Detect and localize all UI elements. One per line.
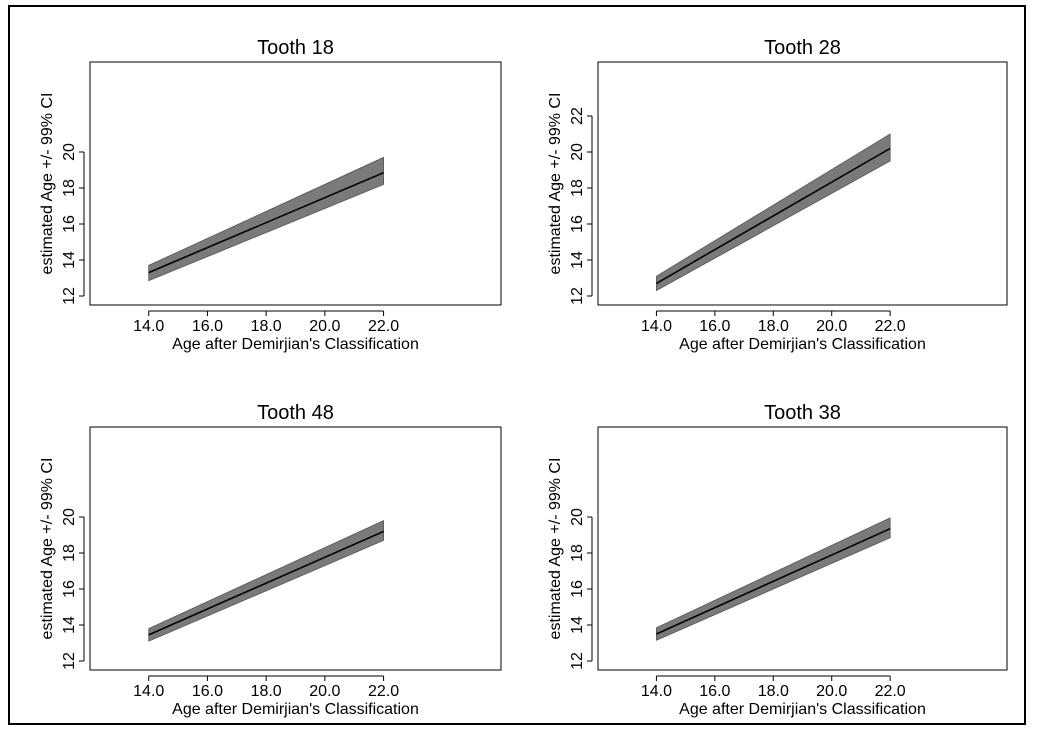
x-tick-label: 18.0 (758, 318, 789, 335)
fitted-line (148, 171, 384, 274)
chart-title: Tooth 38 (764, 402, 841, 424)
ci-band (148, 156, 384, 282)
y-tick-label: 20 (569, 508, 586, 526)
y-tick-label: 12 (61, 287, 78, 305)
y-tick-label: 16 (569, 580, 586, 598)
x-tick-label: 14.0 (133, 318, 164, 335)
y-tick-label: 16 (61, 215, 78, 233)
x-tick-label: 18.0 (251, 318, 282, 335)
x-tick-label: 16.0 (699, 683, 730, 700)
y-axis-label: estimated Age +/- 99% CI (547, 93, 564, 275)
x-tick-label: 20.0 (309, 683, 340, 700)
y-tick-label: 14 (61, 251, 78, 269)
x-tick-label: 20.0 (309, 318, 340, 335)
y-tick-label: 22 (569, 107, 586, 125)
y-tick-label: 18 (61, 544, 78, 562)
x-tick-label: 16.0 (192, 683, 223, 700)
y-tick-label: 18 (569, 179, 586, 197)
y-axis-label: estimated Age +/- 99% CI (39, 93, 56, 275)
y-tick-label: 18 (569, 544, 586, 562)
x-axis-label: Age after Demirjian's Classification (679, 336, 926, 353)
x-tick-label: 16.0 (699, 318, 730, 335)
fitted-line (656, 527, 891, 635)
ci-band (656, 133, 891, 292)
y-tick-label: 16 (569, 215, 586, 233)
x-tick-label: 20.0 (816, 683, 847, 700)
y-tick-label: 14 (569, 616, 586, 634)
x-tick-label: 22.0 (875, 683, 906, 700)
y-tick-label: 12 (569, 652, 586, 670)
ci-band (656, 517, 891, 641)
x-tick-label: 22.0 (875, 318, 906, 335)
y-tick-label: 20 (61, 508, 78, 526)
ci-band (148, 519, 384, 642)
chart-title: Tooth 48 (257, 402, 334, 424)
x-tick-label: 22.0 (368, 318, 399, 335)
y-axis-label: estimated Age +/- 99% CI (547, 458, 564, 640)
x-tick-label: 14.0 (641, 318, 672, 335)
y-tick-label: 16 (61, 580, 78, 598)
y-tick-label: 20 (61, 143, 78, 161)
y-tick-label: 18 (61, 179, 78, 197)
y-tick-label: 14 (569, 251, 586, 269)
plot-area (597, 61, 1008, 306)
x-axis-label: Age after Demirjian's Classification (679, 701, 926, 718)
fitted-line (148, 530, 384, 636)
plot-area (597, 426, 1008, 671)
y-tick-label: 20 (569, 143, 586, 161)
plot-area (89, 61, 502, 306)
y-tick-label: 12 (61, 652, 78, 670)
chart-title: Tooth 18 (257, 37, 334, 59)
chart-title: Tooth 28 (764, 37, 841, 59)
figure-frame (8, 5, 1026, 725)
y-tick-label: 12 (569, 287, 586, 305)
fitted-line (656, 147, 891, 285)
x-tick-label: 20.0 (816, 318, 847, 335)
y-axis-label: estimated Age +/- 99% CI (39, 458, 56, 640)
y-tick-label: 14 (61, 616, 78, 634)
x-tick-label: 18.0 (251, 683, 282, 700)
x-axis-label: Age after Demirjian's Classification (172, 336, 419, 353)
x-tick-label: 14.0 (133, 683, 164, 700)
x-tick-label: 18.0 (758, 683, 789, 700)
x-tick-label: 16.0 (192, 318, 223, 335)
x-tick-label: 22.0 (368, 683, 399, 700)
x-tick-label: 14.0 (641, 683, 672, 700)
plot-area (89, 426, 502, 671)
x-axis-label: Age after Demirjian's Classification (172, 701, 419, 718)
